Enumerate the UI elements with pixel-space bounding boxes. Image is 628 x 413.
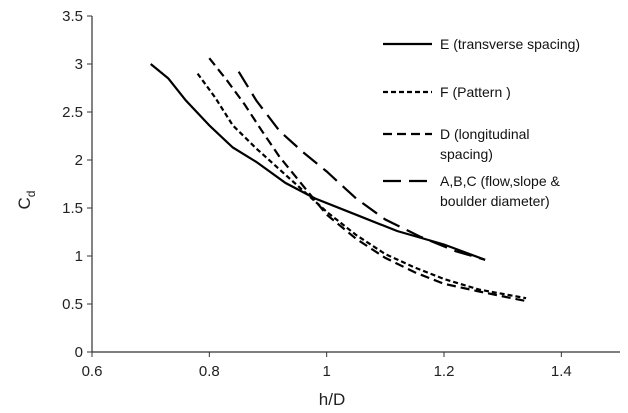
y-axis-label-main: C xyxy=(15,197,34,209)
legend: E (transverse spacing) F (Pattern ) D (lon… xyxy=(383,36,580,209)
legend-label-1: F (Pattern ) xyxy=(440,84,511,100)
y-tick-label: 3 xyxy=(75,56,83,73)
y-axis-label: Cd xyxy=(15,191,38,210)
series-layer xyxy=(150,57,527,303)
y-tick-label: 0.5 xyxy=(62,296,83,313)
series-line-0 xyxy=(150,63,486,261)
x-tick-label: 1.4 xyxy=(551,363,572,380)
y-tick-label: 2.5 xyxy=(62,104,83,121)
series-line-3 xyxy=(237,71,486,261)
y-tick-labels: 0 0.5 1 1.5 2 2.5 3 3.5 xyxy=(62,8,83,361)
x-tick-label: 0.8 xyxy=(199,363,220,380)
x-tick-label: 0.6 xyxy=(82,363,103,380)
y-tick-label: 2 xyxy=(75,152,83,169)
y-tick-label: 3.5 xyxy=(62,8,83,25)
x-tick-labels: 0.6 0.8 1 1.2 1.4 xyxy=(82,363,572,380)
legend-label-3: boulder diameter) xyxy=(440,193,550,209)
y-tick-label: 0 xyxy=(75,344,83,361)
legend-label-0: E (transverse spacing) xyxy=(440,36,580,52)
series-line-2 xyxy=(208,57,527,303)
x-tick-label: 1 xyxy=(322,363,330,380)
y-axis-label-subscript: d xyxy=(24,191,38,198)
x-axis-label: h/D xyxy=(319,390,345,409)
x-tick-label: 1.2 xyxy=(434,363,455,380)
legend-label-2: D (longitudinal xyxy=(440,126,530,142)
axes xyxy=(87,15,620,357)
y-tick-label: 1 xyxy=(75,248,83,265)
y-tick-label: 1.5 xyxy=(62,200,83,217)
legend-label-3: A,B,C (flow,slope & xyxy=(440,173,560,189)
legend-label-2: spacing) xyxy=(440,146,493,162)
